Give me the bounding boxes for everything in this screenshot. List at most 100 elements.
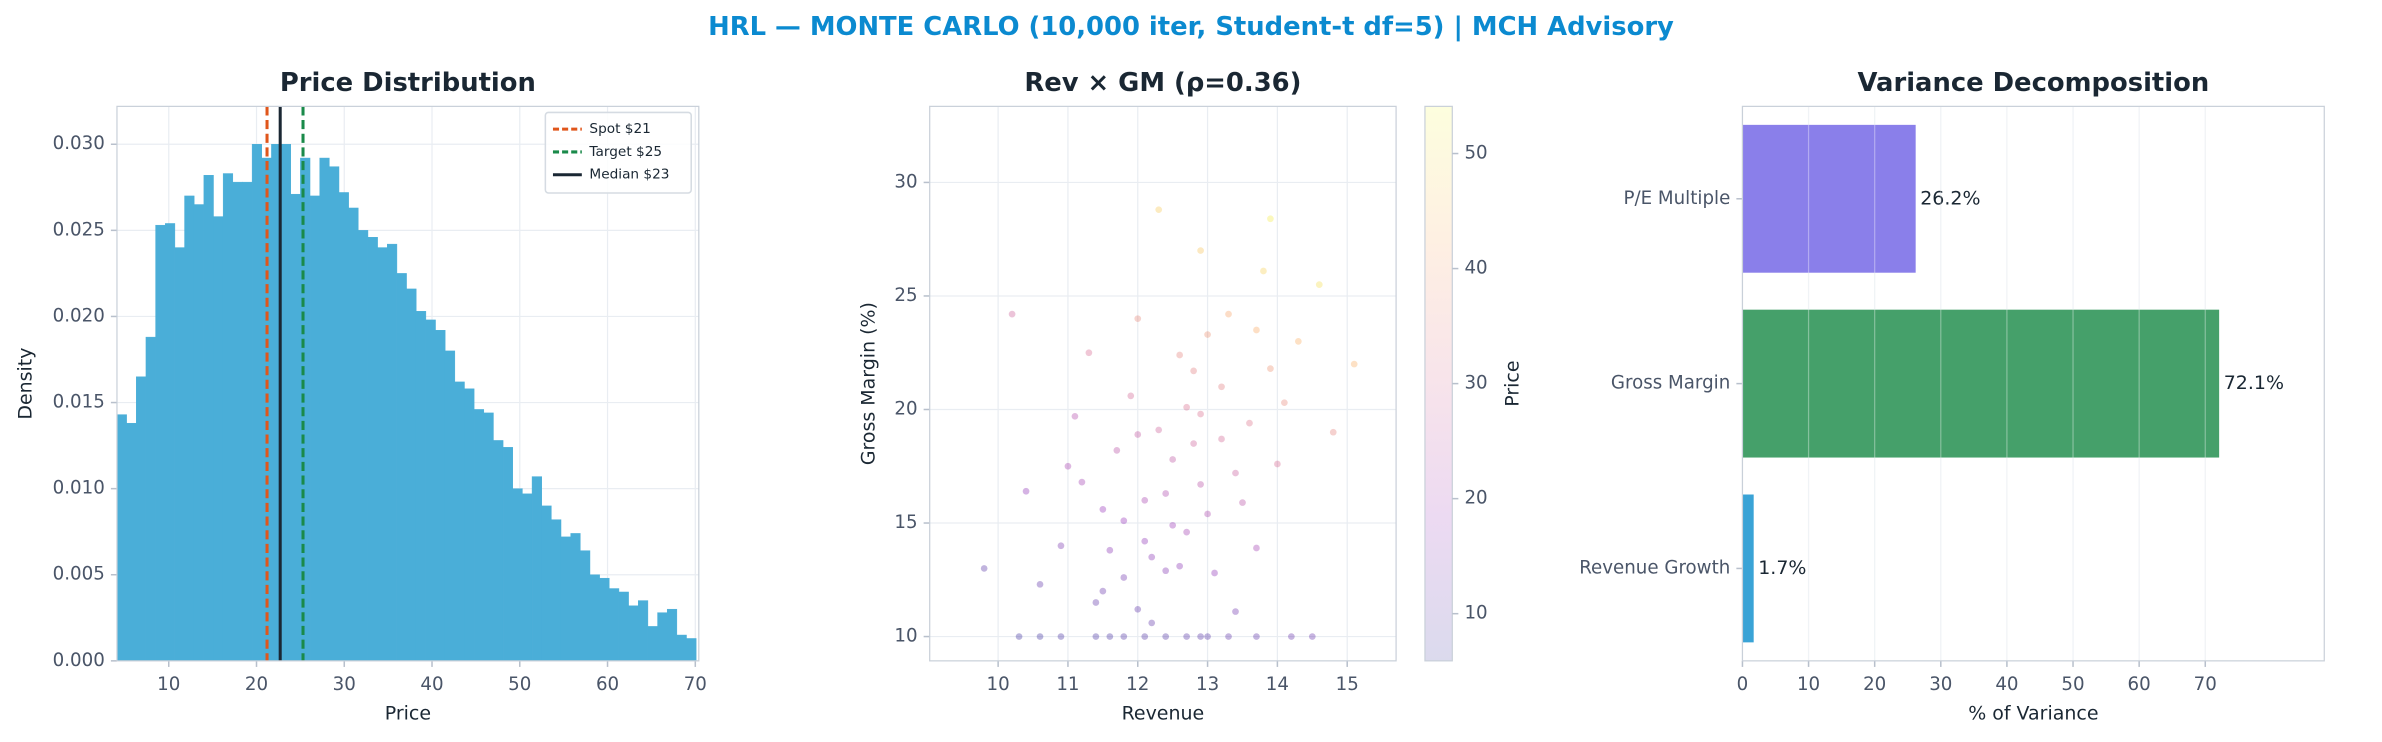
hist-bar <box>599 577 610 661</box>
hist-bar <box>464 388 475 661</box>
scatter-point <box>1218 383 1225 391</box>
axes-frame <box>1741 105 2325 662</box>
hist-bar <box>155 224 166 661</box>
hist-bar <box>435 329 446 661</box>
bar <box>1742 124 1916 273</box>
bar <box>1742 309 2220 458</box>
scatter-point <box>1036 580 1044 588</box>
hist-bar <box>560 536 571 661</box>
y-tick-label: P/E Multiple <box>1623 188 1730 209</box>
hist-bar <box>213 216 224 661</box>
scatter-point <box>1162 633 1170 640</box>
hist-bar <box>618 591 629 661</box>
hist-bar <box>638 600 649 661</box>
hist-bar <box>551 519 562 661</box>
scatter-point <box>1169 521 1177 529</box>
scatter-point <box>1085 349 1093 357</box>
x-tick-label: 70 <box>2194 674 2217 695</box>
y-tick-label: 0.000 <box>53 650 105 671</box>
scatter-point <box>1204 331 1211 338</box>
hist-bar <box>165 223 176 661</box>
y-tick-label: 15 <box>894 512 917 533</box>
hist-bar <box>387 243 398 661</box>
hist-bar <box>377 247 388 661</box>
y-tick-label: 0.015 <box>53 392 105 413</box>
axes-frame <box>116 105 700 662</box>
hist-bar <box>647 626 658 661</box>
hist-bar <box>666 608 678 661</box>
hist-bar <box>628 605 639 661</box>
figure-title: HRL — MONTE CARLO (10,000 iter, Student-… <box>708 12 1674 42</box>
scatter-point <box>1022 487 1030 495</box>
legend-box <box>544 111 692 194</box>
scatter-point <box>1078 478 1086 486</box>
hist-bar <box>136 376 147 661</box>
hist-bar <box>174 247 185 661</box>
hist-bar <box>493 440 504 661</box>
hist-bar <box>502 447 513 661</box>
scatter-point <box>1183 403 1190 411</box>
plot-area <box>929 106 1397 661</box>
hist-bar <box>251 144 262 661</box>
scatter-point <box>1308 633 1316 640</box>
scatter-point <box>1015 633 1023 640</box>
x-axis-label: % of Variance <box>1968 703 2098 725</box>
scatter-point <box>1197 481 1204 488</box>
scatter-point <box>1176 562 1183 570</box>
colorbar-tick-label: 50 <box>1464 143 1487 164</box>
panel: Rev × GM (ρ=0.36) Revenue Gross Margin (%)… <box>857 68 1523 724</box>
scatter-point <box>1197 410 1204 418</box>
value-label: 26.2% <box>1920 187 1980 209</box>
hist-bar <box>512 488 523 661</box>
hist-bar <box>309 195 320 661</box>
x-tick-label: 10 <box>987 674 1010 695</box>
y-tick-label: 10 <box>894 626 917 647</box>
hist-bar <box>319 157 330 661</box>
hist-bar <box>116 414 127 661</box>
scatter-point <box>1120 633 1128 640</box>
hist-bar <box>580 550 591 661</box>
hist-bar <box>145 336 156 661</box>
hist-bar <box>367 237 378 661</box>
colorbar-tick-label: 40 <box>1464 258 1487 279</box>
scatter-point <box>1211 569 1218 577</box>
scatter-point <box>1008 310 1016 318</box>
x-tick-label: 60 <box>2128 674 2151 695</box>
panel: Variance Decomposition % of Variance 0 10 20… <box>1579 68 2325 725</box>
x-tick-label: 15 <box>1336 674 1359 695</box>
x-axis-label: Revenue <box>1122 703 1205 725</box>
y-tick-label: 0.025 <box>53 219 105 240</box>
panel-title: Rev × GM (ρ=0.36) <box>1024 68 1301 98</box>
x-tick-label: 30 <box>333 674 356 695</box>
colorbar-tick-label: 10 <box>1464 603 1487 624</box>
scatter-point <box>1162 567 1170 575</box>
scatter-point <box>1134 315 1142 323</box>
hist-bar <box>232 181 243 661</box>
hist-bar <box>406 288 417 661</box>
scatter-point <box>1204 510 1211 518</box>
scatter-point <box>1267 215 1274 223</box>
hist-bar <box>329 166 340 661</box>
x-tick-label: 13 <box>1196 674 1219 695</box>
scatter-point <box>1162 490 1170 497</box>
scatter-point <box>1294 338 1302 345</box>
y-tick-label: 30 <box>894 171 917 192</box>
colorbar-tick-label: 30 <box>1464 373 1487 394</box>
scatter-point <box>1190 367 1197 375</box>
x-tick-label: 10 <box>1797 674 1820 695</box>
hist-bar <box>425 319 436 661</box>
colorbar-tick-label: 20 <box>1464 488 1487 509</box>
hist-bar <box>444 350 456 661</box>
hist-bar <box>522 493 533 661</box>
hist-bar <box>222 173 234 661</box>
hist-bar <box>454 381 465 661</box>
scatter-point <box>1329 428 1337 436</box>
scatter-point <box>1232 608 1239 615</box>
panel-title: Variance Decomposition <box>1857 68 2209 98</box>
y-tick-label: Gross Margin <box>1611 373 1730 394</box>
x-tick-label: 11 <box>1056 674 1079 695</box>
scatter-point <box>1155 206 1163 214</box>
scatter-point <box>1036 633 1044 640</box>
hist-bar <box>348 207 359 661</box>
